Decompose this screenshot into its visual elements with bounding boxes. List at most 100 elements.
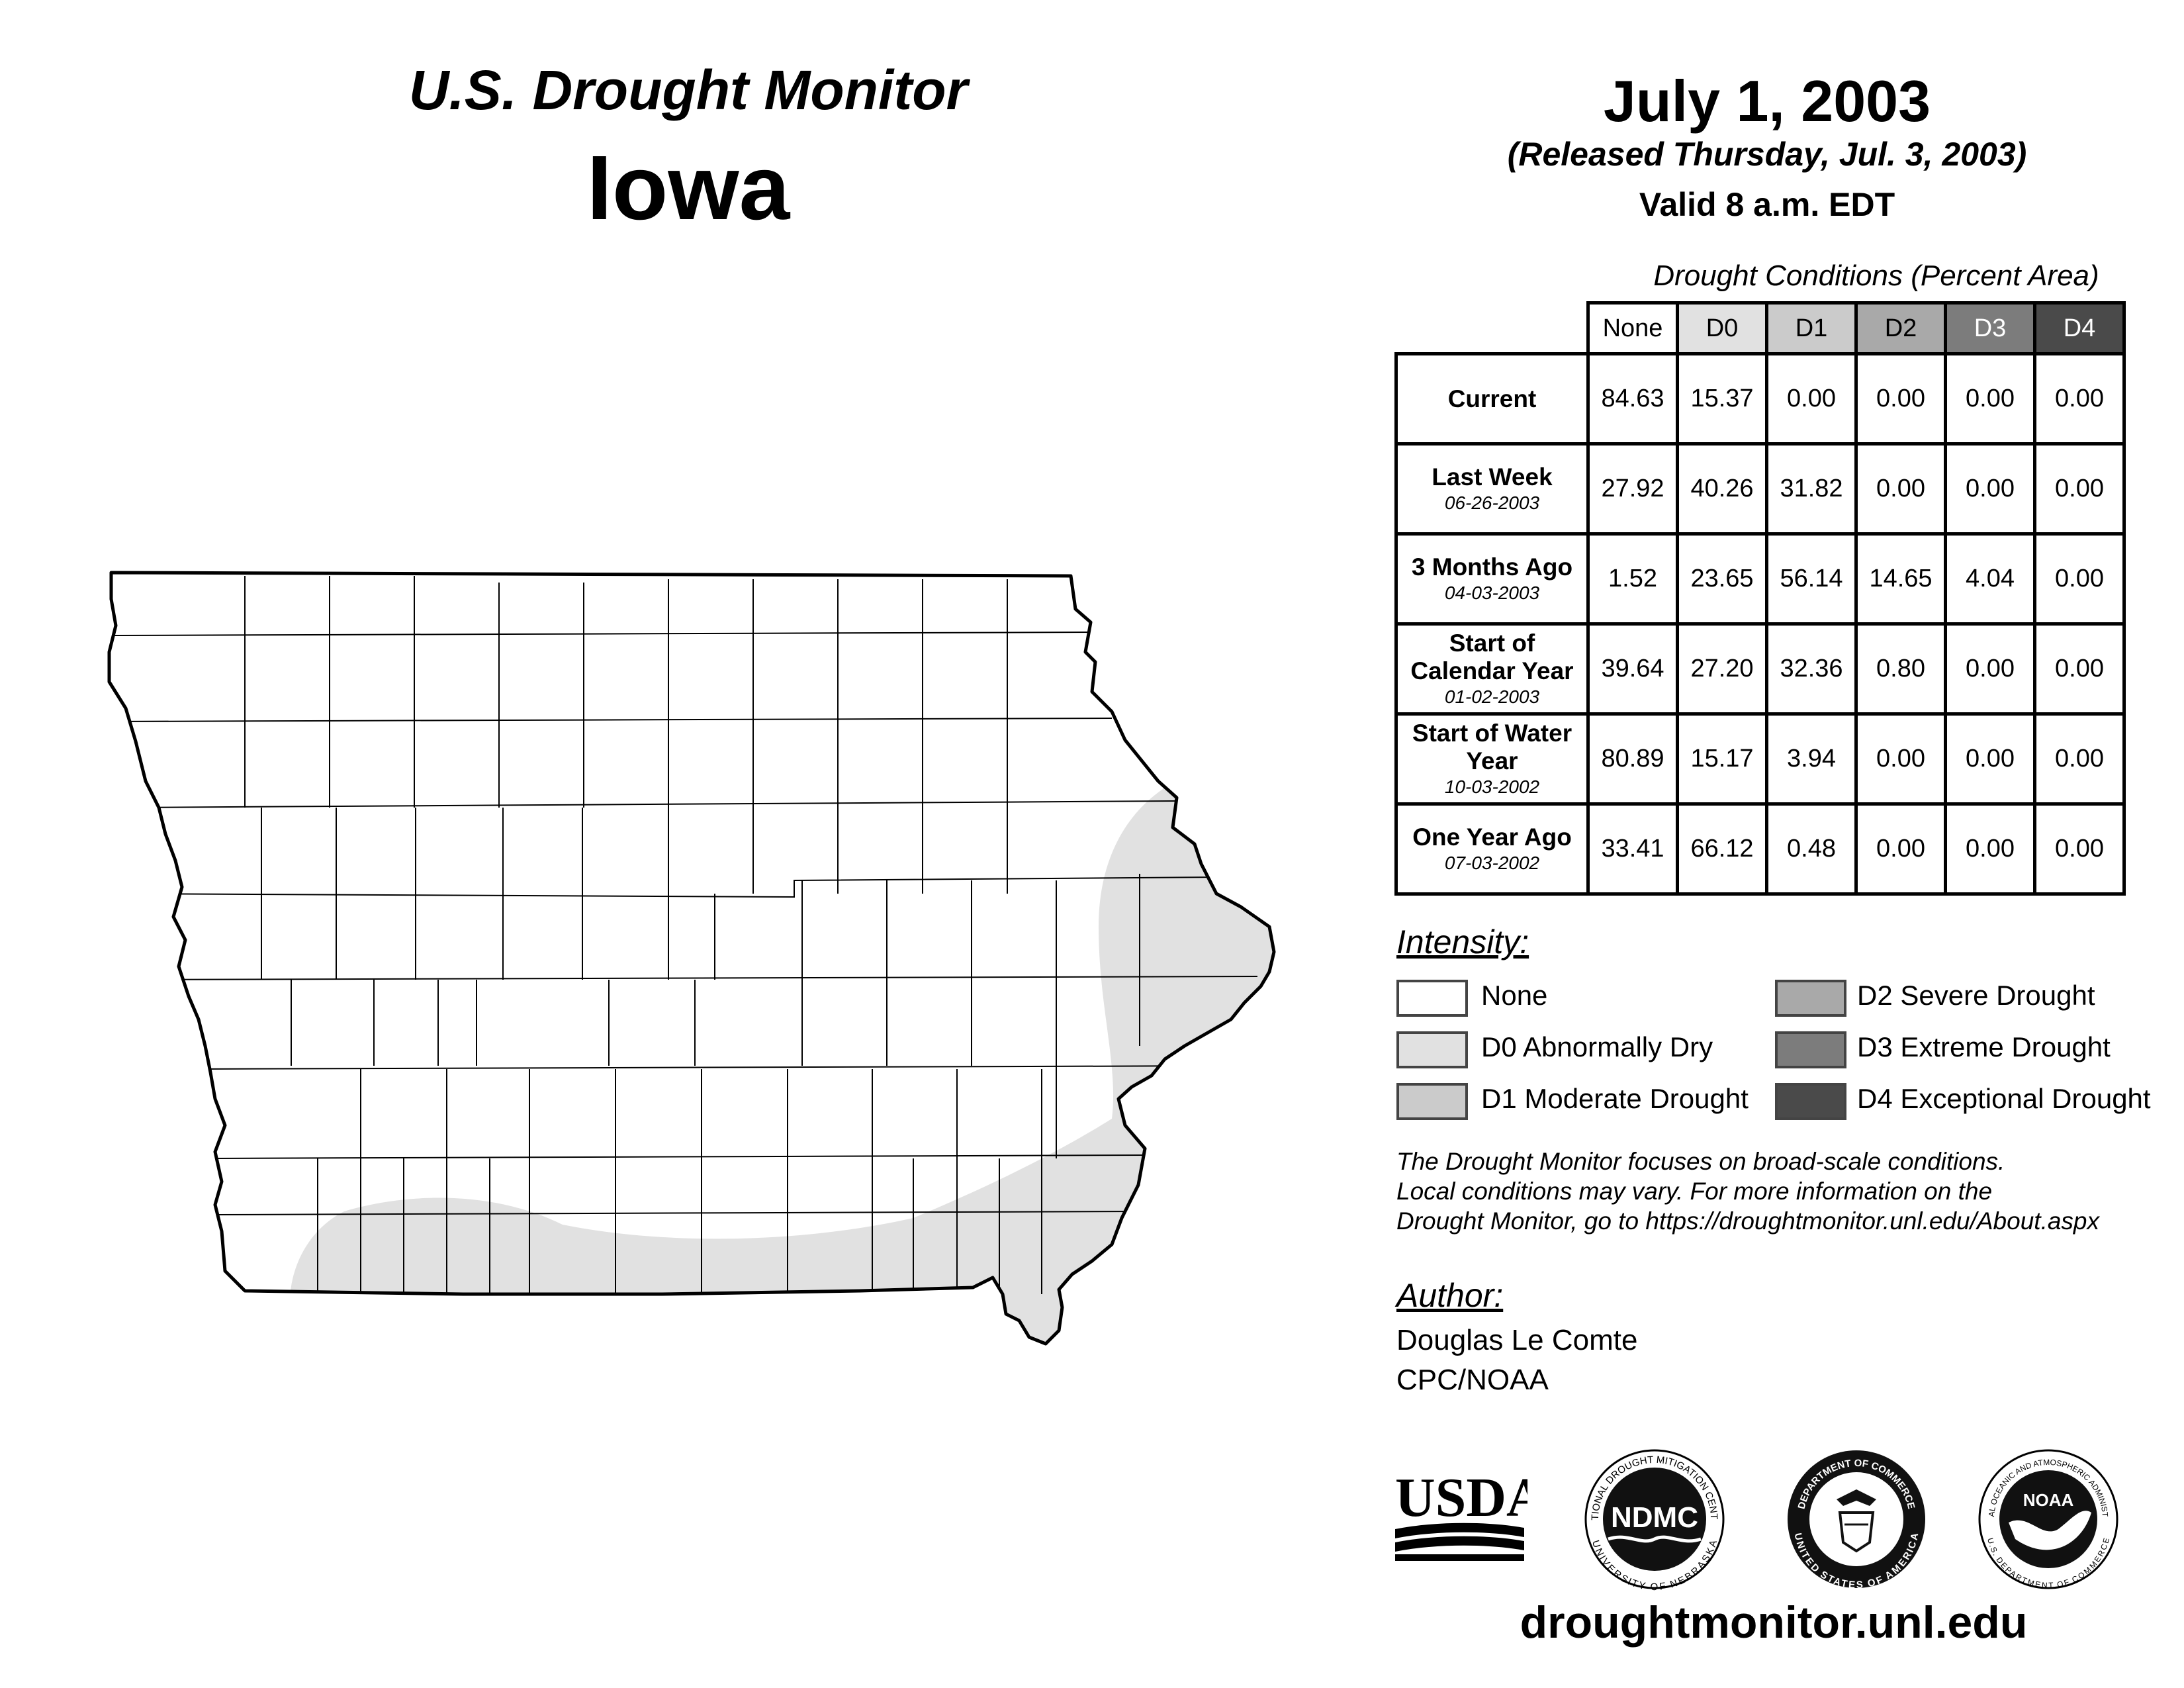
usda-logo: USDA (1395, 1467, 1527, 1561)
row-label: Start of Calendar Year (1410, 629, 1574, 684)
cell-none: 1.52 (1586, 532, 1679, 626)
author-org: CPC/NOAA (1396, 1364, 1549, 1396)
map-date: July 1, 2003 (1603, 68, 1931, 134)
legend-swatch-d0 (1396, 1031, 1468, 1068)
row-date: 07-03-2002 (1444, 852, 1540, 873)
cell-d3: 0.00 (1944, 712, 2036, 806)
legend-label-none: None (1481, 980, 1548, 1011)
cell-none: 84.63 (1586, 352, 1679, 445)
legend-swatch-d4 (1775, 1083, 1846, 1120)
county-lines (109, 576, 1258, 1294)
legend-label-d1: D1 Moderate Drought (1481, 1083, 1749, 1114)
cell-d0: 40.26 (1676, 442, 1768, 536)
legend-swatch-d1 (1396, 1083, 1468, 1120)
row-header: Start of Calendar Year 01-02-2003 (1394, 622, 1590, 716)
cell-d0: 27.20 (1676, 622, 1768, 716)
note-line-3: Drought Monitor, go to https://droughtmo… (1396, 1207, 2099, 1235)
row-header: 3 Months Ago 04-03-2003 (1394, 532, 1590, 626)
table-row: Last Week 06-26-2003 27.92 40.26 31.82 0.00 0.… (1394, 442, 2126, 536)
legend-label-d2: D2 Severe Drought (1857, 980, 2095, 1011)
doc-seal-logo: DEPARTMENT OF COMMERCE UNITED STATES OF … (1788, 1450, 1925, 1591)
d0-drought-area (290, 761, 1274, 1344)
ndmc-logo-text: NDMC (1611, 1501, 1698, 1534)
cell-d1: 0.00 (1765, 352, 1858, 445)
cell-d0: 23.65 (1676, 532, 1768, 626)
legend-swatch-none (1396, 980, 1468, 1017)
col-header-d1: D1 (1765, 301, 1858, 355)
row-header: Start of Water Year 10-03-2002 (1394, 712, 1590, 806)
cell-d4: 0.00 (2033, 442, 2126, 536)
col-header-d3: D3 (1944, 301, 2036, 355)
col-header-none: None (1586, 301, 1679, 355)
noaa-logo-text: NOAA (2023, 1490, 2074, 1510)
table-row: 3 Months Ago 04-03-2003 1.52 23.65 56.14 14.6… (1394, 532, 2126, 626)
row-header: Current (1394, 352, 1590, 445)
row-header: One Year Ago 07-03-2002 (1394, 802, 1590, 896)
noaa-logo: NATIONAL OCEANIC AND ATMOSPHERIC ADMINIS… (1976, 1446, 2118, 1590)
row-label: Start of Water Year (1412, 719, 1572, 774)
author-name: Douglas Le Comte (1396, 1324, 1638, 1356)
row-label: One Year Ago (1412, 823, 1572, 851)
region-title: Iowa (586, 137, 790, 239)
cell-d3: 4.04 (1944, 532, 2036, 626)
row-header: Last Week 06-26-2003 (1394, 442, 1590, 536)
cell-d4: 0.00 (2033, 622, 2126, 716)
usda-logo-text: USDA (1395, 1467, 1527, 1528)
cell-d2: 0.00 (1854, 712, 1947, 806)
legend-heading: Intensity: (1396, 923, 1529, 961)
cell-none: 39.64 (1586, 622, 1679, 716)
cell-d3: 0.00 (1944, 442, 2036, 536)
cell-d2: 0.00 (1854, 442, 1947, 536)
ndmc-logo: NATIONAL DROUGHT MITIGATION CENTER UNIVE… (1582, 1446, 1725, 1592)
valid-time: Valid 8 a.m. EDT (1639, 186, 1895, 223)
iowa-drought-map (107, 571, 1276, 1346)
legend-label-d3: D3 Extreme Drought (1857, 1031, 2111, 1062)
legend-label-d0: D0 Abnormally Dry (1481, 1031, 1713, 1062)
cell-none: 27.92 (1586, 442, 1679, 536)
disclaimer-note: The Drought Monitor focuses on broad-sca… (1396, 1147, 2177, 1236)
col-header-d4: D4 (2033, 301, 2126, 355)
footer-url[interactable]: droughtmonitor.unl.edu (1520, 1597, 2028, 1648)
legend-label-d4: D4 Exceptional Drought (1857, 1083, 2151, 1114)
drought-conditions-table: None D0 D1 D2 D3 D4 Current 84.63 15.37 0.0… (1394, 301, 2126, 896)
legend-swatch-d3 (1775, 1031, 1846, 1068)
col-header-d2: D2 (1854, 301, 1947, 355)
cell-d1: 56.14 (1765, 532, 1858, 626)
row-label: Current (1447, 385, 1537, 412)
cell-d4: 0.00 (2033, 802, 2126, 896)
cell-d2: 0.00 (1854, 352, 1947, 445)
cell-d4: 0.00 (2033, 352, 2126, 445)
note-line-2: Local conditions may vary. For more info… (1396, 1178, 1993, 1205)
note-line-1: The Drought Monitor focuses on broad-sca… (1396, 1148, 2005, 1175)
iowa-state-fill (109, 573, 1274, 1344)
cell-none: 80.89 (1586, 712, 1679, 806)
table-row: Current 84.63 15.37 0.00 0.00 0.00 0.00 (1394, 352, 2126, 445)
table-row: Start of Calendar Year 01-02-2003 39.64 27.… (1394, 622, 2126, 716)
cell-d2: 0.00 (1854, 802, 1947, 896)
page-title: U.S. Drought Monitor (408, 59, 968, 121)
cell-d1: 0.48 (1765, 802, 1858, 896)
row-date: 10-03-2002 (1444, 776, 1540, 797)
table-row: One Year Ago 07-03-2002 33.41 66.12 0.48 0.00… (1394, 802, 2126, 896)
row-date: 04-03-2003 (1444, 582, 1540, 603)
col-header-d0: D0 (1676, 301, 1768, 355)
cell-d1: 31.82 (1765, 442, 1858, 536)
cell-none: 33.41 (1586, 802, 1679, 896)
table-row: Start of Water Year 10-03-2002 80.89 15.17 3… (1394, 712, 2126, 806)
cell-d3: 0.00 (1944, 802, 2036, 896)
cell-d2: 14.65 (1854, 532, 1947, 626)
cell-d4: 0.00 (2033, 712, 2126, 806)
cell-d1: 32.36 (1765, 622, 1858, 716)
author-heading: Author: (1396, 1277, 1504, 1314)
table-corner (1396, 303, 1590, 355)
cell-d1: 3.94 (1765, 712, 1858, 806)
cell-d0: 15.17 (1676, 712, 1768, 806)
cell-d3: 0.00 (1944, 352, 2036, 445)
cell-d3: 0.00 (1944, 622, 2036, 716)
legend-swatch-d2 (1775, 980, 1846, 1017)
row-date: 01-02-2003 (1444, 686, 1540, 707)
cell-d2: 0.80 (1854, 622, 1947, 716)
cell-d4: 0.00 (2033, 532, 2126, 626)
row-date: 06-26-2003 (1444, 492, 1540, 513)
table-caption: Drought Conditions (Percent Area) (1653, 259, 2099, 292)
